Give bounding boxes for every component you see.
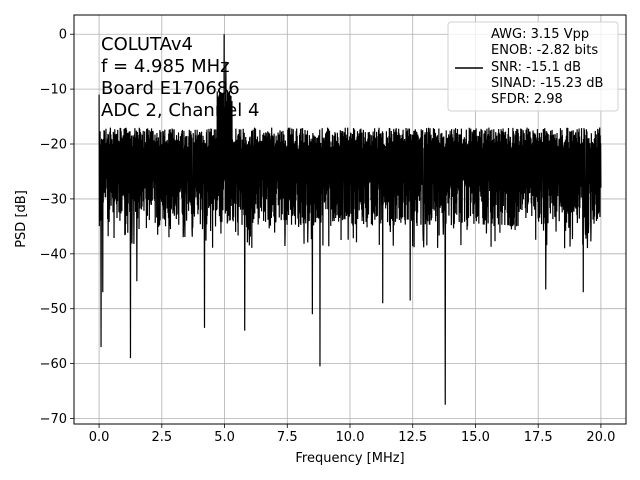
x-axis-label: Frequency [MHz]	[295, 451, 404, 466]
y-tick-label: −20	[40, 138, 67, 153]
legend-awg: AWG: 3.15 Vpp	[491, 27, 589, 42]
legend-snr: SNR: -15.1 dB	[491, 60, 581, 75]
legend-sfdr: SFDR: 2.98	[491, 92, 563, 107]
y-tick-label: −10	[40, 83, 67, 98]
x-tick-label: 10.0	[336, 430, 365, 445]
y-tick-label: −60	[40, 357, 67, 372]
y-axis-ticks: 0 −10 −20 −30 −40 −50 −60 −70	[40, 28, 74, 427]
psd-trace	[98, 34, 602, 405]
legend-enob: ENOB: -2.82 bits	[491, 43, 598, 58]
x-axis-ticks: 0.0 2.5 5.0 7.5 10.0 12.5 15.0 17.5 20.0	[89, 424, 615, 445]
x-tick-label: 12.5	[398, 430, 427, 445]
y-tick-label: −50	[40, 302, 67, 317]
psd-series	[98, 34, 602, 405]
legend: AWG: 3.15 Vpp ENOB: -2.82 bits SNR: -15.…	[447, 21, 619, 112]
legend-sinad: SINAD: -15.23 dB	[491, 76, 603, 91]
y-tick-label: −30	[40, 192, 67, 207]
y-tick-label: −40	[40, 247, 67, 262]
legend-box	[447, 21, 619, 112]
y-tick-label: −70	[40, 412, 67, 427]
x-tick-label: 17.5	[524, 430, 553, 445]
annotation-line-board: Board E170686	[101, 78, 240, 99]
x-tick-label: 20.0	[586, 430, 615, 445]
x-tick-label: 0.0	[89, 430, 110, 445]
annotation-line-frequency: f = 4.985 MHz	[101, 56, 230, 77]
x-tick-label: 2.5	[151, 430, 172, 445]
x-tick-label: 15.0	[461, 430, 490, 445]
annotation-block: COLUTAv4 f = 4.985 MHz Board E170686 ADC…	[101, 34, 259, 121]
annotation-line-device: COLUTAv4	[101, 34, 193, 55]
x-tick-label: 7.5	[277, 430, 298, 445]
y-tick-label: 0	[59, 28, 67, 43]
y-axis-label: PSD [dB]	[14, 190, 29, 248]
x-tick-label: 5.0	[214, 430, 235, 445]
annotation-line-channel: ADC 2, Channel 4	[101, 100, 259, 121]
